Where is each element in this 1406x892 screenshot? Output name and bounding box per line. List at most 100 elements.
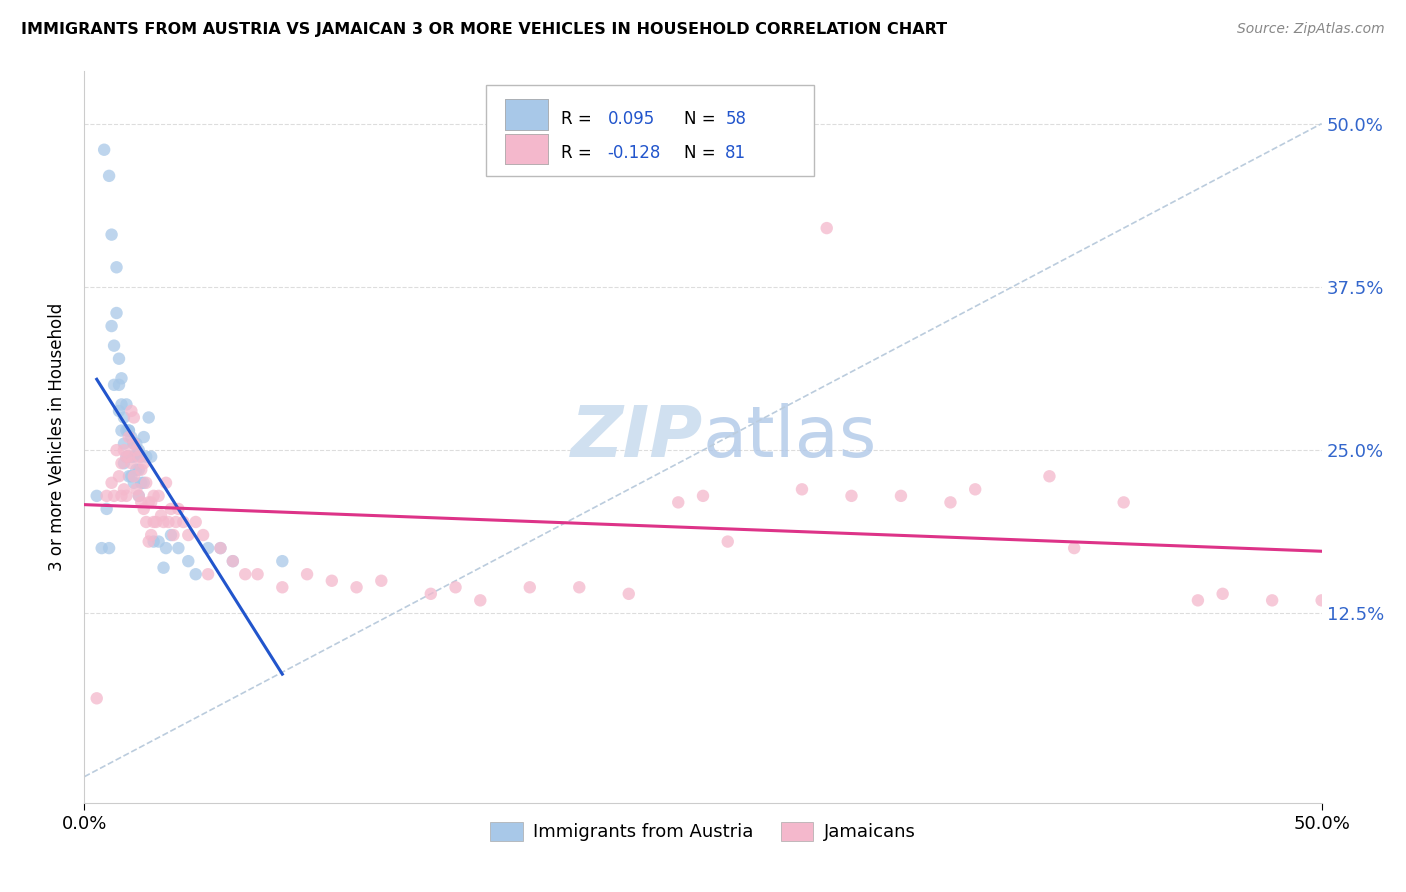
Point (271, 580, 294, 594)
Point (191, 528, 214, 542)
Point (86, 691, 108, 706)
Point (172, 515, 194, 529)
Point (790, 483, 813, 497)
Point (1112, 495, 1135, 509)
Point (108, 351, 131, 366)
Point (96, 489, 118, 503)
Point (1261, 593, 1284, 607)
Point (233, 567, 256, 582)
Point (152, 560, 174, 574)
Point (152, 515, 174, 529)
Point (112, 410, 135, 425)
Point (98, 541, 121, 555)
FancyBboxPatch shape (505, 99, 548, 130)
Point (184, 567, 207, 582)
Text: 81: 81 (725, 145, 747, 162)
Point (120, 450, 142, 464)
Point (110, 397, 132, 411)
Point (110, 424, 132, 438)
Point (103, 489, 125, 503)
Point (128, 489, 150, 503)
Point (129, 450, 152, 464)
Point (167, 502, 190, 516)
Point (177, 528, 200, 542)
Text: 0.095: 0.095 (607, 110, 655, 128)
Point (105, 260, 128, 275)
FancyBboxPatch shape (505, 134, 548, 164)
Point (118, 469, 141, 483)
Point (142, 489, 165, 503)
Point (717, 534, 740, 549)
Point (122, 410, 145, 425)
Legend: Immigrants from Austria, Jamaicans: Immigrants from Austria, Jamaicans (482, 814, 924, 848)
Point (470, 593, 492, 607)
Point (128, 489, 150, 503)
Point (118, 430, 141, 444)
Point (110, 456, 132, 470)
Point (890, 489, 912, 503)
Point (346, 580, 368, 594)
Text: Source: ZipAtlas.com: Source: ZipAtlas.com (1237, 22, 1385, 37)
Point (939, 495, 962, 509)
Point (128, 450, 150, 464)
Point (103, 377, 125, 392)
Point (110, 371, 132, 385)
Point (162, 528, 184, 542)
Point (142, 515, 165, 529)
Point (115, 397, 138, 411)
Point (115, 424, 138, 438)
Point (177, 554, 200, 568)
Text: 58: 58 (725, 110, 747, 128)
Point (184, 515, 207, 529)
Point (125, 483, 148, 497)
Point (96, 502, 118, 516)
Point (419, 587, 441, 601)
Point (370, 574, 392, 588)
Point (617, 587, 640, 601)
Text: atlas: atlas (703, 402, 877, 472)
Point (132, 430, 155, 444)
Point (160, 528, 183, 542)
Point (118, 424, 141, 438)
Point (125, 443, 148, 458)
FancyBboxPatch shape (486, 85, 814, 176)
Point (209, 541, 232, 555)
Point (209, 541, 232, 555)
Point (160, 502, 183, 516)
Point (444, 580, 467, 594)
Point (148, 489, 170, 503)
Point (222, 554, 245, 568)
Y-axis label: 3 or more Vehicles in Household: 3 or more Vehicles in Household (48, 303, 66, 571)
Point (125, 463, 148, 477)
Point (120, 456, 142, 470)
Point (141, 495, 163, 509)
Point (125, 436, 148, 450)
Point (155, 541, 177, 555)
Point (122, 450, 145, 464)
Point (100, 227, 122, 242)
Point (815, 221, 838, 235)
Point (105, 306, 128, 320)
Point (100, 475, 122, 490)
Point (135, 450, 157, 464)
Point (141, 528, 163, 542)
Point (108, 469, 131, 483)
Point (145, 515, 167, 529)
Point (129, 475, 152, 490)
Point (115, 450, 138, 464)
Point (295, 567, 318, 582)
Point (108, 404, 131, 418)
Point (138, 410, 160, 425)
Point (1212, 587, 1234, 601)
Text: R =: R = (561, 145, 596, 162)
Point (93, 143, 115, 157)
Point (1038, 469, 1060, 483)
Point (1063, 541, 1085, 555)
Point (128, 443, 150, 458)
Point (692, 489, 714, 503)
Point (132, 456, 155, 470)
Point (138, 495, 160, 509)
Point (118, 450, 141, 464)
Point (115, 489, 138, 503)
Point (90, 541, 112, 555)
